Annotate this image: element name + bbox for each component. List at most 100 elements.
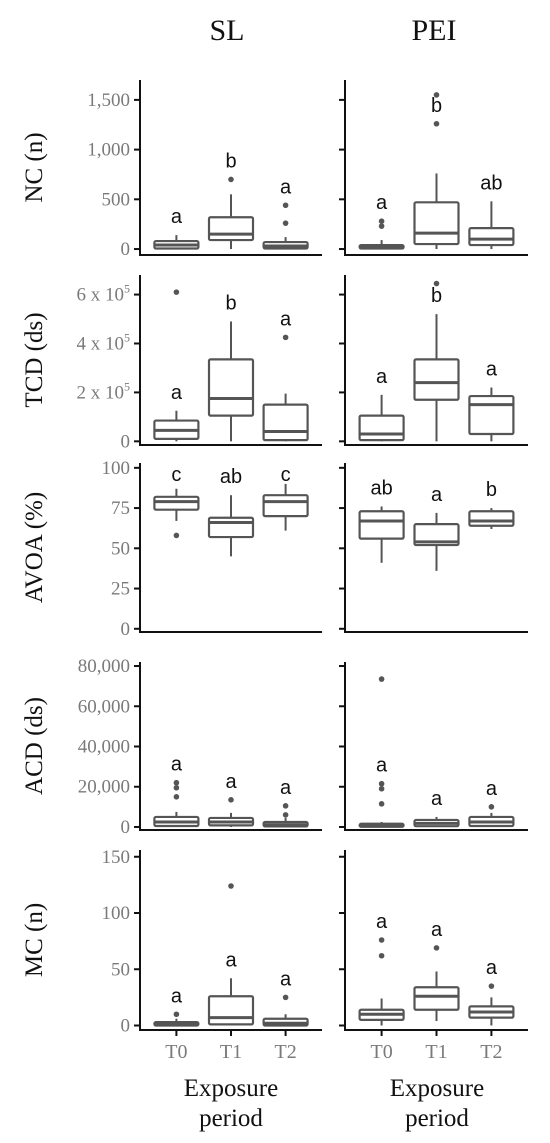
column-title-pei: PEI: [412, 14, 457, 47]
significance-letter-sl-T1: a: [225, 949, 237, 971]
y-tick-label: 100: [102, 458, 131, 479]
outlier-point-sl-T0: [173, 784, 180, 791]
significance-letter-sl-T1: b: [225, 292, 236, 314]
significance-letter-sl-T0: a: [171, 206, 183, 228]
y-axis-label: TCD (ds): [21, 312, 48, 407]
significance-letter-pei-T1: b: [431, 95, 442, 117]
outlier-point-sl-T1: [228, 797, 234, 803]
box-pei-T0: [358, 510, 405, 540]
x-tick-label-sl-T1: T1: [220, 1041, 242, 1063]
x-tick-label-pei-T0: T0: [370, 1041, 392, 1063]
box-pei-T2: [468, 227, 515, 247]
y-tick-label: 0: [121, 817, 131, 838]
significance-letter-pei-T1: a: [431, 484, 443, 506]
outlier-point-sl-T0: [173, 289, 180, 295]
significance-letter-sl-T1: b: [225, 150, 236, 172]
outlier-point-sl-T0: [173, 532, 180, 539]
y-axis-label: NC (n): [21, 132, 48, 202]
y-tick-label: 150: [102, 847, 131, 868]
box-pei-T2: [468, 510, 515, 527]
y-tick-label: 6 x 105: [77, 282, 131, 306]
outlier-point-sl-T0: [173, 794, 180, 800]
outlier-point-pei-T0: [378, 218, 385, 224]
box-pei-T2: [468, 394, 515, 436]
significance-letter-pei-T2: a: [486, 359, 498, 381]
significance-letter-sl-T0: a: [171, 985, 183, 1007]
significance-letter-pei-T1: a: [431, 919, 443, 941]
y-tick-label: 50: [111, 538, 130, 559]
outlier-point-sl-T2: [282, 202, 289, 209]
y-tick-label: 75: [111, 498, 130, 519]
box-pei-T1: [413, 523, 460, 547]
y-tick-label: 0: [121, 239, 131, 260]
significance-letter-pei-T0: a: [376, 366, 388, 388]
column-title-sl: SL: [209, 14, 244, 47]
outlier-point-pei-T1: [433, 280, 440, 287]
outlier-point-pei-T2: [488, 983, 495, 989]
x-axis-label-pei-line1: Exposure: [390, 1075, 484, 1102]
y-axis-label: AVOA (%): [21, 492, 48, 603]
significance-letter-pei-T1: a: [431, 788, 443, 810]
box-sl-T0: [153, 495, 200, 511]
significance-letter-sl-T0: a: [171, 382, 183, 404]
outlier-point-sl-T0: [173, 1011, 180, 1018]
box-sl-T1: [207, 516, 255, 539]
y-axis-label: MC (n): [21, 903, 48, 977]
outlier-point-pei-T1: [433, 92, 440, 98]
x-axis-label-sl-line2: period: [199, 1105, 263, 1132]
y-tick-label: 0: [121, 619, 131, 640]
significance-letter-pei-T0: a: [376, 911, 388, 933]
outlier-point-pei-T0: [378, 937, 385, 943]
box-pei-T1: [413, 358, 460, 401]
y-tick-label: 1,500: [87, 90, 130, 111]
significance-letter-pei-T2: ab: [480, 172, 502, 194]
significance-letter-pei-T0: a: [376, 755, 388, 777]
outlier-point-pei-T1: [433, 120, 440, 127]
outlier-point-sl-T2: [282, 220, 289, 226]
outlier-point-pei-T0: [378, 952, 385, 959]
significance-letter-sl-T2: a: [280, 968, 292, 990]
x-axis-label-sl-line1: Exposure: [184, 1075, 278, 1102]
significance-letter-pei-T0: a: [376, 192, 388, 214]
box-pei-T1: [413, 201, 460, 246]
x-axis-label-pei-line2: period: [405, 1105, 469, 1132]
y-tick-label: 25: [111, 579, 130, 600]
box-sl-T2: [262, 403, 309, 442]
box-pei-T1: [413, 986, 460, 1011]
significance-letter-pei-T2: b: [486, 479, 497, 501]
significance-letter-sl-T2: a: [280, 777, 292, 799]
y-tick-label: 0: [121, 431, 131, 452]
significance-letter-sl-T2: c: [281, 464, 291, 486]
y-tick-label: 60,000: [78, 696, 130, 717]
y-tick-label: 20,000: [78, 777, 130, 798]
significance-letter-sl-T2: a: [280, 308, 292, 330]
significance-letter-pei-T2: a: [486, 778, 498, 800]
y-tick-label: 50: [111, 959, 130, 980]
x-tick-label-pei-T1: T1: [425, 1041, 447, 1063]
significance-letter-sl-T1: a: [225, 771, 237, 793]
significance-letter-pei-T2: a: [486, 957, 498, 979]
significance-letter-sl-T0: c: [171, 464, 181, 486]
outlier-point-sl-T2: [282, 803, 289, 809]
outlier-point-sl-T2: [282, 334, 289, 341]
significance-letter-pei-T0: ab: [370, 477, 392, 499]
y-tick-label: 0: [121, 1016, 131, 1037]
box-sl-T1: [207, 995, 255, 1026]
y-tick-label: 40,000: [78, 737, 130, 758]
outlier-point-pei-T0: [378, 801, 385, 807]
outlier-point-pei-T0: [378, 785, 385, 792]
outlier-point-pei-T0: [378, 223, 385, 229]
y-tick-label: 2 x 105: [77, 379, 131, 403]
x-tick-label-pei-T2: T2: [480, 1041, 502, 1063]
outlier-point-sl-T2: [282, 812, 289, 818]
significance-letter-sl-T2: a: [280, 176, 292, 198]
outlier-point-pei-T0: [378, 676, 385, 682]
outlier-point-sl-T1: [228, 176, 234, 183]
outlier-point-sl-T1: [228, 883, 234, 889]
significance-letter-sl-T0: a: [171, 754, 183, 776]
y-tick-label: 100: [102, 903, 131, 924]
outlier-point-sl-T2: [282, 994, 289, 1001]
outlier-point-sl-T0: [173, 779, 180, 786]
